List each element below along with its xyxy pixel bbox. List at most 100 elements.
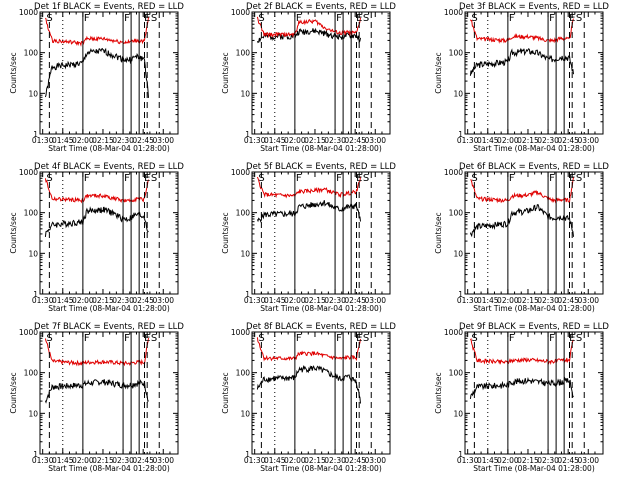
series-line-events	[256, 200, 361, 223]
x-tick-label: 02:30	[537, 456, 559, 465]
plot-frame	[464, 171, 604, 295]
y-tick-label: 100	[236, 49, 251, 58]
x-tick-label: 01:45	[477, 296, 499, 305]
panel-title: Det 2f BLACK = Events, RED = LLD	[246, 2, 396, 12]
y-axis-label: Counts/sec	[221, 372, 230, 413]
series-line-events	[44, 206, 149, 237]
x-axis-label: Start Time (08-Mar-04 01:28:00)	[260, 304, 382, 313]
y-tick-label: 1	[458, 130, 463, 139]
panel-title: Det 5f BLACK = Events, RED = LLD	[246, 162, 396, 172]
x-tick-label: 03:00	[577, 296, 599, 305]
x-axis-label: Start Time (08-Mar-04 01:28:00)	[48, 144, 170, 153]
y-tick-label: 1000	[19, 168, 38, 177]
time-marker-label: F	[336, 333, 342, 344]
y-axis-label: Counts/sec	[434, 372, 443, 413]
x-tick-label: 02:45	[344, 136, 366, 145]
y-tick-label: 10	[240, 89, 250, 98]
y-tick-label: 1000	[19, 328, 38, 337]
y-tick-label: 10	[240, 409, 250, 418]
y-tick-label: 100	[449, 209, 464, 218]
x-tick-label: 02:30	[112, 136, 134, 145]
x-tick-label: 02:15	[304, 136, 326, 145]
y-tick-label: 1000	[231, 168, 250, 177]
x-tick-label: 02:45	[344, 296, 366, 305]
y-tick-label: 10	[453, 249, 463, 258]
y-tick-label: 1	[33, 450, 38, 459]
time-marker-label: F	[124, 173, 130, 184]
plot-frame	[251, 171, 391, 295]
x-tick-label: 01:30	[244, 296, 266, 305]
time-marker-label: S	[471, 13, 477, 24]
plot-frame	[39, 171, 179, 295]
panel-title: Det 8f BLACK = Events, RED = LLD	[246, 322, 396, 332]
x-tick-label: 03:00	[364, 136, 386, 145]
x-tick-label: 02:00	[72, 136, 94, 145]
time-marker-label: E	[569, 333, 575, 344]
time-marker-label: F	[549, 173, 555, 184]
time-marker-label: E	[144, 333, 150, 344]
x-tick-label: 02:30	[537, 296, 559, 305]
time-marker-label: E	[356, 173, 362, 184]
x-tick-label: 02:30	[537, 136, 559, 145]
y-tick-label: 10	[453, 89, 463, 98]
y-tick-label: 1000	[444, 168, 463, 177]
x-tick-label: 02:00	[72, 456, 94, 465]
x-tick-label: 02:45	[344, 456, 366, 465]
time-marker-label: F	[124, 13, 130, 24]
x-tick-label: 02:15	[92, 296, 114, 305]
x-tick-label: 02:30	[112, 296, 134, 305]
y-tick-label: 1000	[231, 8, 250, 17]
x-tick-label: 03:00	[152, 296, 174, 305]
time-marker-label: E	[569, 173, 575, 184]
x-tick-label: 02:15	[517, 136, 539, 145]
y-axis-label: Counts/sec	[9, 212, 18, 253]
y-axis-label: Counts/sec	[434, 52, 443, 93]
time-marker-label: F	[84, 333, 90, 344]
x-tick-label: 03:00	[152, 136, 174, 145]
time-marker-label: S	[151, 173, 157, 184]
x-tick-label: 01:45	[477, 456, 499, 465]
x-tick-label: 01:45	[264, 456, 286, 465]
x-tick-label: 02:00	[284, 296, 306, 305]
y-tick-label: 100	[449, 369, 464, 378]
x-axis-label: Start Time (08-Mar-04 01:28:00)	[260, 144, 382, 153]
series-line-lld	[44, 178, 149, 204]
plot-frame	[39, 11, 179, 135]
x-tick-label: 02:30	[112, 456, 134, 465]
time-marker-label: F	[336, 13, 342, 24]
x-tick-label: 02:15	[92, 456, 114, 465]
x-tick-label: 01:30	[457, 136, 479, 145]
time-marker-label: F	[296, 333, 302, 344]
panel-title: Det 3f BLACK = Events, RED = LLD	[459, 2, 609, 12]
series-line-events	[44, 378, 149, 404]
panel-title: Det 9f BLACK = Events, RED = LLD	[459, 322, 609, 332]
time-marker-label: F	[84, 173, 90, 184]
x-tick-label: 02:00	[497, 456, 519, 465]
x-tick-label: 02:00	[72, 296, 94, 305]
series-line-lld	[469, 337, 574, 366]
time-marker-label: F	[84, 13, 90, 24]
x-tick-label: 03:00	[152, 456, 174, 465]
time-marker-label: S	[576, 173, 582, 184]
x-axis-label: Start Time (08-Mar-04 01:28:00)	[260, 464, 382, 473]
time-marker-label: S	[46, 13, 52, 24]
time-marker-label: S	[471, 333, 477, 344]
x-axis-label: Start Time (08-Mar-04 01:28:00)	[48, 304, 170, 313]
x-tick-label: 01:30	[32, 296, 54, 305]
x-tick-label: 01:45	[52, 456, 74, 465]
x-tick-label: 03:00	[577, 456, 599, 465]
x-tick-label: 02:15	[517, 296, 539, 305]
time-marker-label: F	[336, 173, 342, 184]
y-tick-label: 100	[236, 369, 251, 378]
series-line-events	[469, 203, 574, 238]
time-marker-label: S	[258, 173, 264, 184]
time-marker-label: E	[356, 13, 362, 24]
y-tick-label: 1	[245, 450, 250, 459]
x-tick-label: 01:45	[52, 136, 74, 145]
series-line-events	[469, 47, 574, 76]
